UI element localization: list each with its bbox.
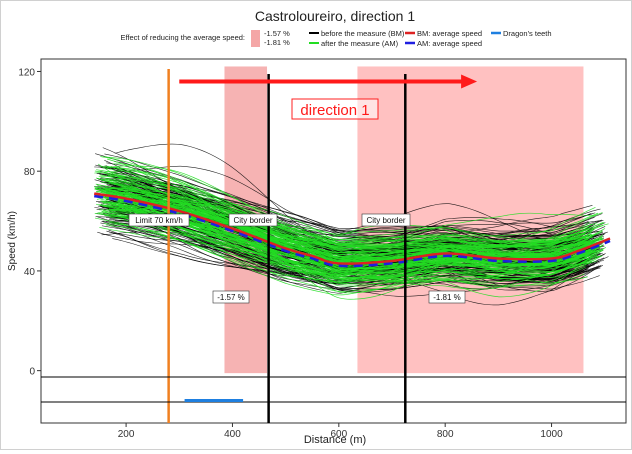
- am-average-line: [93, 194, 611, 268]
- limit-label: Limit 70 km/h: [135, 216, 183, 225]
- bm-speed-curve: [113, 165, 593, 244]
- y-axis-label: Speed (km/h): [7, 211, 18, 271]
- am-speed-curve: [113, 187, 593, 263]
- am-speed-curve: [105, 195, 594, 279]
- legend-entry-bm-avg: BM: average speed: [417, 29, 482, 38]
- x-axis-label: Distance (m): [304, 434, 366, 446]
- direction-label: direction 1: [300, 102, 369, 119]
- zone-label-box-2: [428, 290, 466, 304]
- direction-label-box: [291, 98, 379, 120]
- x-tick-label: 800: [437, 429, 454, 440]
- am-speed-curve: [98, 175, 597, 269]
- direction-arrow: [179, 74, 478, 89]
- zone-label-box-1: [212, 290, 250, 304]
- legend-effect-label: Effect of reducing the average speed:: [120, 33, 245, 42]
- am-speed-curve: [105, 224, 585, 292]
- zone-labels: -1.57 % -1.81 %: [212, 290, 466, 304]
- y-tick-label: 40: [24, 267, 36, 278]
- legend-effect-value-2: -1.81 %: [264, 38, 290, 47]
- am-speed-curve: [106, 193, 605, 265]
- chart-title: Castroloureiro, direction 1: [255, 8, 416, 24]
- x-tick-label: 400: [224, 429, 241, 440]
- legend-entry-teeth: Dragon's teeth: [503, 29, 552, 38]
- am-speed-curve: [95, 194, 604, 267]
- am-speed-curve: [94, 170, 593, 256]
- y-axis: 0 40 80 120: [18, 67, 41, 378]
- bm-average-line: [93, 192, 611, 265]
- am-speed-curve: [109, 188, 598, 269]
- am-speed-curve: [111, 197, 591, 267]
- x-tick-label: 600: [330, 429, 347, 440]
- city-border-label-1: City border: [233, 216, 272, 225]
- zone-label-2: -1.81 %: [433, 293, 461, 302]
- x-tick-label: 200: [118, 429, 135, 440]
- am-speed-curve: [111, 182, 591, 249]
- am-speed-curve: [109, 216, 589, 283]
- y-tick-label: 120: [18, 67, 35, 78]
- plot-area: [40, 58, 627, 424]
- legend-entry-am-avg: AM: average speed: [417, 39, 482, 48]
- y-tick-label: 0: [29, 367, 35, 378]
- legend-entry-am: after the measure (AM): [321, 39, 399, 48]
- vline-labels: Limit 70 km/h City border City border: [128, 213, 411, 227]
- legend: Effect of reducing the average speed: -1…: [120, 29, 551, 48]
- x-tick-label: 1000: [540, 429, 563, 440]
- am-speed-curve: [109, 208, 598, 277]
- legend-entry-bm: before the measure (BM): [321, 29, 405, 38]
- am-speed-curve: [108, 181, 587, 245]
- direction-arrow-head: [461, 74, 478, 89]
- y-tick-label: 80: [24, 167, 36, 178]
- city-border-label-box-2: [361, 213, 411, 227]
- legend-effect-swatch: [251, 30, 260, 47]
- am-speed-curve: [99, 226, 588, 287]
- am-speed-curve: [107, 165, 586, 258]
- zone-label-1: -1.57 %: [217, 293, 245, 302]
- city-border-label-2: City border: [366, 216, 405, 225]
- limit-label-box: [128, 213, 190, 227]
- x-axis: 200 400 600 800 1000: [118, 423, 563, 440]
- bm-speed-curve: [100, 167, 589, 237]
- legend-effect-value-1: -1.57 %: [264, 29, 290, 38]
- city-border-label-box-1: [228, 213, 278, 227]
- bm-speed-curve: [106, 162, 595, 232]
